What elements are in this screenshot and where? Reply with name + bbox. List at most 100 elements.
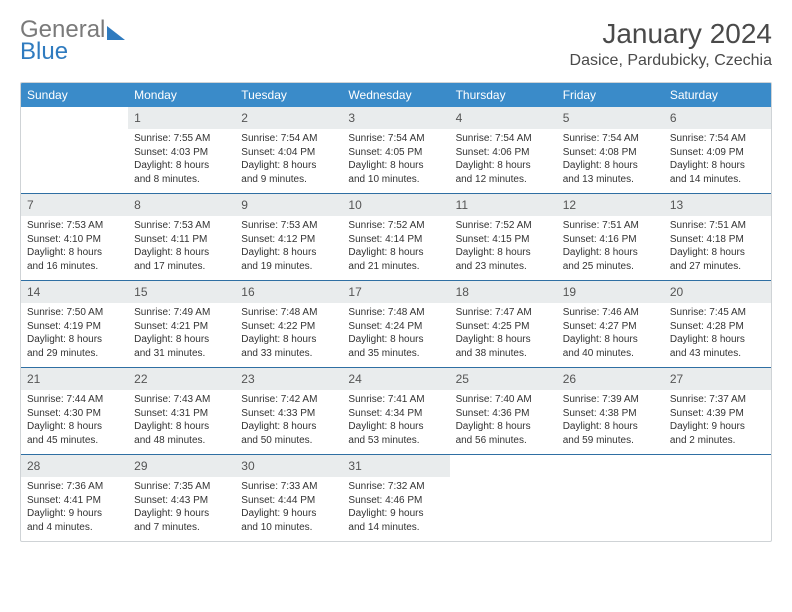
daylight-text: and 43 minutes.	[670, 347, 765, 361]
daylight-text: Daylight: 8 hours	[670, 246, 765, 260]
dow-tuesday: Tuesday	[235, 83, 342, 107]
sunrise-text: Sunrise: 7:53 AM	[134, 219, 229, 233]
dow-friday: Friday	[557, 83, 664, 107]
day-number: 22	[128, 368, 235, 390]
daylight-text: Daylight: 8 hours	[456, 246, 551, 260]
day-cell: 21Sunrise: 7:44 AMSunset: 4:30 PMDayligh…	[21, 368, 128, 454]
logo-triangle-icon	[107, 26, 125, 40]
sunset-text: Sunset: 4:06 PM	[456, 146, 551, 160]
sunset-text: Sunset: 4:24 PM	[348, 320, 443, 334]
day-number: 25	[450, 368, 557, 390]
day-body: Sunrise: 7:49 AMSunset: 4:21 PMDaylight:…	[128, 303, 235, 366]
daylight-text: Daylight: 8 hours	[134, 246, 229, 260]
day-body: Sunrise: 7:44 AMSunset: 4:30 PMDaylight:…	[21, 390, 128, 453]
day-body: Sunrise: 7:54 AMSunset: 4:08 PMDaylight:…	[557, 129, 664, 192]
daylight-text: Daylight: 9 hours	[241, 507, 336, 521]
day-body: Sunrise: 7:46 AMSunset: 4:27 PMDaylight:…	[557, 303, 664, 366]
day-cell: 3Sunrise: 7:54 AMSunset: 4:05 PMDaylight…	[342, 107, 449, 193]
day-number: 8	[128, 194, 235, 216]
daylight-text: Daylight: 8 hours	[27, 246, 122, 260]
location: Dasice, Pardubicky, Czechia	[570, 52, 772, 70]
day-number: 17	[342, 281, 449, 303]
week-row: 14Sunrise: 7:50 AMSunset: 4:19 PMDayligh…	[21, 280, 771, 367]
day-body: Sunrise: 7:37 AMSunset: 4:39 PMDaylight:…	[664, 390, 771, 453]
sunrise-text: Sunrise: 7:45 AM	[670, 306, 765, 320]
daylight-text: Daylight: 8 hours	[456, 159, 551, 173]
daylight-text: Daylight: 8 hours	[134, 420, 229, 434]
sunrise-text: Sunrise: 7:39 AM	[563, 393, 658, 407]
day-body: Sunrise: 7:41 AMSunset: 4:34 PMDaylight:…	[342, 390, 449, 453]
day-cell	[450, 455, 557, 541]
week-row: 28Sunrise: 7:36 AMSunset: 4:41 PMDayligh…	[21, 454, 771, 541]
calendar: Sunday Monday Tuesday Wednesday Thursday…	[20, 82, 772, 542]
day-body: Sunrise: 7:32 AMSunset: 4:46 PMDaylight:…	[342, 477, 449, 540]
day-body: Sunrise: 7:53 AMSunset: 4:12 PMDaylight:…	[235, 216, 342, 279]
daylight-text: and 38 minutes.	[456, 347, 551, 361]
sunrise-text: Sunrise: 7:42 AM	[241, 393, 336, 407]
day-body: Sunrise: 7:36 AMSunset: 4:41 PMDaylight:…	[21, 477, 128, 540]
day-cell: 9Sunrise: 7:53 AMSunset: 4:12 PMDaylight…	[235, 194, 342, 280]
day-number: 2	[235, 107, 342, 129]
day-number: 1	[128, 107, 235, 129]
sunset-text: Sunset: 4:33 PM	[241, 407, 336, 421]
day-cell: 20Sunrise: 7:45 AMSunset: 4:28 PMDayligh…	[664, 281, 771, 367]
day-number: 27	[664, 368, 771, 390]
daylight-text: Daylight: 8 hours	[27, 333, 122, 347]
week-row: 7Sunrise: 7:53 AMSunset: 4:10 PMDaylight…	[21, 193, 771, 280]
dow-wednesday: Wednesday	[342, 83, 449, 107]
sunset-text: Sunset: 4:25 PM	[456, 320, 551, 334]
daylight-text: and 31 minutes.	[134, 347, 229, 361]
sunrise-text: Sunrise: 7:44 AM	[27, 393, 122, 407]
sunrise-text: Sunrise: 7:32 AM	[348, 480, 443, 494]
day-cell	[21, 107, 128, 193]
sunset-text: Sunset: 4:15 PM	[456, 233, 551, 247]
day-number: 24	[342, 368, 449, 390]
day-number: 29	[128, 455, 235, 477]
day-cell: 11Sunrise: 7:52 AMSunset: 4:15 PMDayligh…	[450, 194, 557, 280]
sunset-text: Sunset: 4:31 PM	[134, 407, 229, 421]
daylight-text: Daylight: 8 hours	[456, 333, 551, 347]
logo: GeneralBlue	[20, 18, 125, 64]
sunset-text: Sunset: 4:28 PM	[670, 320, 765, 334]
sunrise-text: Sunrise: 7:43 AM	[134, 393, 229, 407]
daylight-text: and 25 minutes.	[563, 260, 658, 274]
daylight-text: Daylight: 9 hours	[670, 420, 765, 434]
day-cell: 1Sunrise: 7:55 AMSunset: 4:03 PMDaylight…	[128, 107, 235, 193]
day-cell: 22 Sunrise: 7:43 AMSunset: 4:31 PMDayligh…	[128, 368, 235, 454]
sunrise-text: Sunrise: 7:50 AM	[27, 306, 122, 320]
dow-sunday: Sunday	[21, 83, 128, 107]
sunset-text: Sunset: 4:08 PM	[563, 146, 658, 160]
sunset-text: Sunset: 4:43 PM	[134, 494, 229, 508]
day-number: 21	[21, 368, 128, 390]
day-cell: 10Sunrise: 7:52 AMSunset: 4:14 PMDayligh…	[342, 194, 449, 280]
daylight-text: Daylight: 8 hours	[134, 333, 229, 347]
week-row: 1Sunrise: 7:55 AMSunset: 4:03 PMDaylight…	[21, 107, 771, 193]
day-cell	[664, 455, 771, 541]
daylight-text: Daylight: 8 hours	[563, 333, 658, 347]
daylight-text: and 53 minutes.	[348, 434, 443, 448]
day-number: 18	[450, 281, 557, 303]
dow-monday: Monday	[128, 83, 235, 107]
sunset-text: Sunset: 4:12 PM	[241, 233, 336, 247]
daylight-text: and 21 minutes.	[348, 260, 443, 274]
daylight-text: and 33 minutes.	[241, 347, 336, 361]
daylight-text: and 27 minutes.	[670, 260, 765, 274]
sunrise-text: Sunrise: 7:54 AM	[670, 132, 765, 146]
daylight-text: Daylight: 8 hours	[563, 420, 658, 434]
daylight-text: Daylight: 8 hours	[456, 420, 551, 434]
month-title: January 2024	[570, 18, 772, 50]
day-number: 31	[342, 455, 449, 477]
sunrise-text: Sunrise: 7:47 AM	[456, 306, 551, 320]
daylight-text: Daylight: 9 hours	[27, 507, 122, 521]
daylight-text: Daylight: 8 hours	[134, 159, 229, 173]
day-cell: 2Sunrise: 7:54 AMSunset: 4:04 PMDaylight…	[235, 107, 342, 193]
title-block: January 2024 Dasice, Pardubicky, Czechia	[570, 18, 772, 70]
day-number: 26	[557, 368, 664, 390]
sunrise-text: Sunrise: 7:54 AM	[563, 132, 658, 146]
daylight-text: Daylight: 8 hours	[241, 333, 336, 347]
sunrise-text: Sunrise: 7:53 AM	[241, 219, 336, 233]
sunrise-text: Sunrise: 7:33 AM	[241, 480, 336, 494]
daylight-text: and 8 minutes.	[134, 173, 229, 187]
daylight-text: and 2 minutes.	[670, 434, 765, 448]
daylight-text: and 19 minutes.	[241, 260, 336, 274]
